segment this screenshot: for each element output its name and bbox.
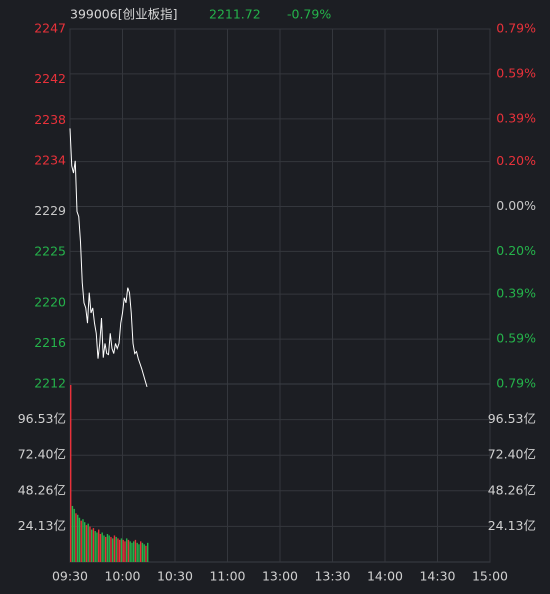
volume-bar [101,532,103,562]
x-tick-label: 11:00 [209,569,245,584]
x-tick-label: 10:30 [157,569,193,584]
change: -0.79% [287,7,331,22]
volume-bar [147,542,149,562]
volume-bar [105,536,107,562]
volume-bar [138,544,140,562]
volume-bar [112,538,114,562]
volume-bar [94,531,96,562]
y2-tick-label: 0.39% [496,110,536,125]
volume-bar [141,542,144,562]
volume-bar [103,535,105,562]
volume-tick-label: 24.13亿 [18,518,66,533]
x-tick-label: 13:00 [262,569,298,584]
y2-tick-label: 0.00% [496,198,536,213]
y-tick-label: 2212 [34,376,66,391]
volume-tick-label-right: 96.53亿 [488,411,536,426]
volume-bar [126,538,128,562]
volume-bar [113,535,116,562]
volume-bar [117,538,119,562]
y2-tick-label: 0.79% [496,21,536,36]
volume-tick-label-right: 72.40亿 [488,447,536,462]
volume-bar [134,539,137,562]
y2-tick-label: 0.20% [496,153,536,168]
x-tick-label: 10:00 [104,569,140,584]
volume-bar [99,533,102,562]
x-tick-label: 14:00 [367,569,403,584]
last-price: 2211.72 [209,7,261,22]
volume-bar [84,522,86,562]
volume-bar [136,542,138,562]
volume-bar [70,384,72,562]
volume-bar [98,529,100,562]
volume-bar [87,523,89,562]
volume-bar [78,517,81,562]
y2-tick-label: 0.59% [496,65,536,80]
x-tick-label: 14:30 [419,569,455,584]
y-tick-label: 2247 [34,21,66,36]
volume-bar [119,539,121,562]
y2-tick-label: 0.79% [496,376,536,391]
y-tick-label: 2225 [34,244,66,259]
volume-tick-label-right: 48.26亿 [488,482,536,497]
volume-bar [80,520,82,562]
volume-bar [85,525,88,562]
y-tick-label: 2216 [34,335,66,350]
volume-bar [133,541,135,562]
volume-bar [110,536,112,562]
volume-bar [143,544,145,562]
volume-bar [82,519,84,562]
volume-bar [89,526,91,562]
y2-tick-label: 0.39% [496,286,536,301]
y2-tick-label: 0.59% [496,331,536,346]
volume-bar [92,528,95,562]
volume-bar [75,513,77,562]
volume-bar [131,542,133,562]
y-tick-label: 2234 [34,152,66,167]
volume-tick-label: 72.40亿 [18,447,66,462]
y-tick-label: 2238 [34,112,66,127]
y-tick-label: 2229 [34,203,66,218]
volume-tick-label-right: 24.13亿 [488,518,536,533]
y-tick-label: 2220 [34,294,66,309]
volume-tick-label: 96.53亿 [18,411,66,426]
price-line [69,128,148,387]
volume-tick-label: 48.26亿 [18,482,66,497]
volume-bar [96,532,98,562]
y2-tick-label: 0.20% [496,243,536,258]
volume-bar [127,539,130,562]
volume-bar [71,505,74,562]
x-tick-label: 13:30 [314,569,350,584]
volume-bar [91,529,93,562]
volume-bar [73,508,75,562]
x-tick-label: 15:00 [472,569,508,584]
volume-bar [120,538,123,562]
volume-bar [122,539,124,562]
volume-bar [124,541,126,562]
volume-bar [129,541,131,562]
volume-bar [77,514,79,562]
volume-bar [106,533,109,562]
volume-bar [145,545,147,562]
volume-bar [108,535,110,562]
y-tick-label: 2242 [34,71,66,86]
volume-bar [140,541,142,562]
x-tick-label: 09:30 [52,569,88,584]
index-name: 399006[创业板指] [70,7,177,22]
volume-bar [115,536,117,562]
